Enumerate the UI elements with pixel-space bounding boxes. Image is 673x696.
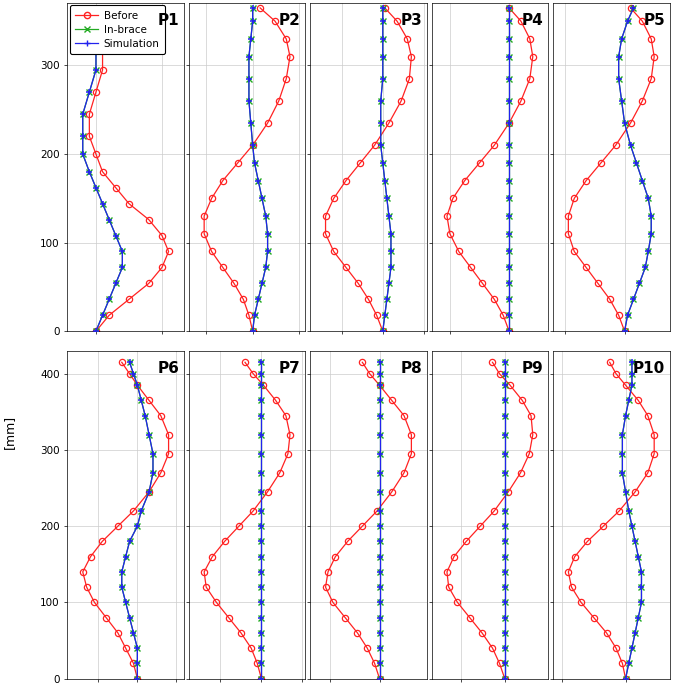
Legend: Before, In-brace, Simulation: Before, In-brace, Simulation [70, 6, 165, 54]
Text: P1: P1 [157, 13, 180, 29]
Text: P5: P5 [643, 13, 665, 29]
Text: P7: P7 [279, 361, 301, 376]
Text: P8: P8 [400, 361, 422, 376]
Text: P4: P4 [522, 13, 544, 29]
Text: P9: P9 [522, 361, 544, 376]
Text: [mm]: [mm] [3, 414, 16, 449]
Text: P10: P10 [633, 361, 665, 376]
Text: P3: P3 [400, 13, 422, 29]
Text: P2: P2 [279, 13, 301, 29]
Text: P6: P6 [157, 361, 180, 376]
